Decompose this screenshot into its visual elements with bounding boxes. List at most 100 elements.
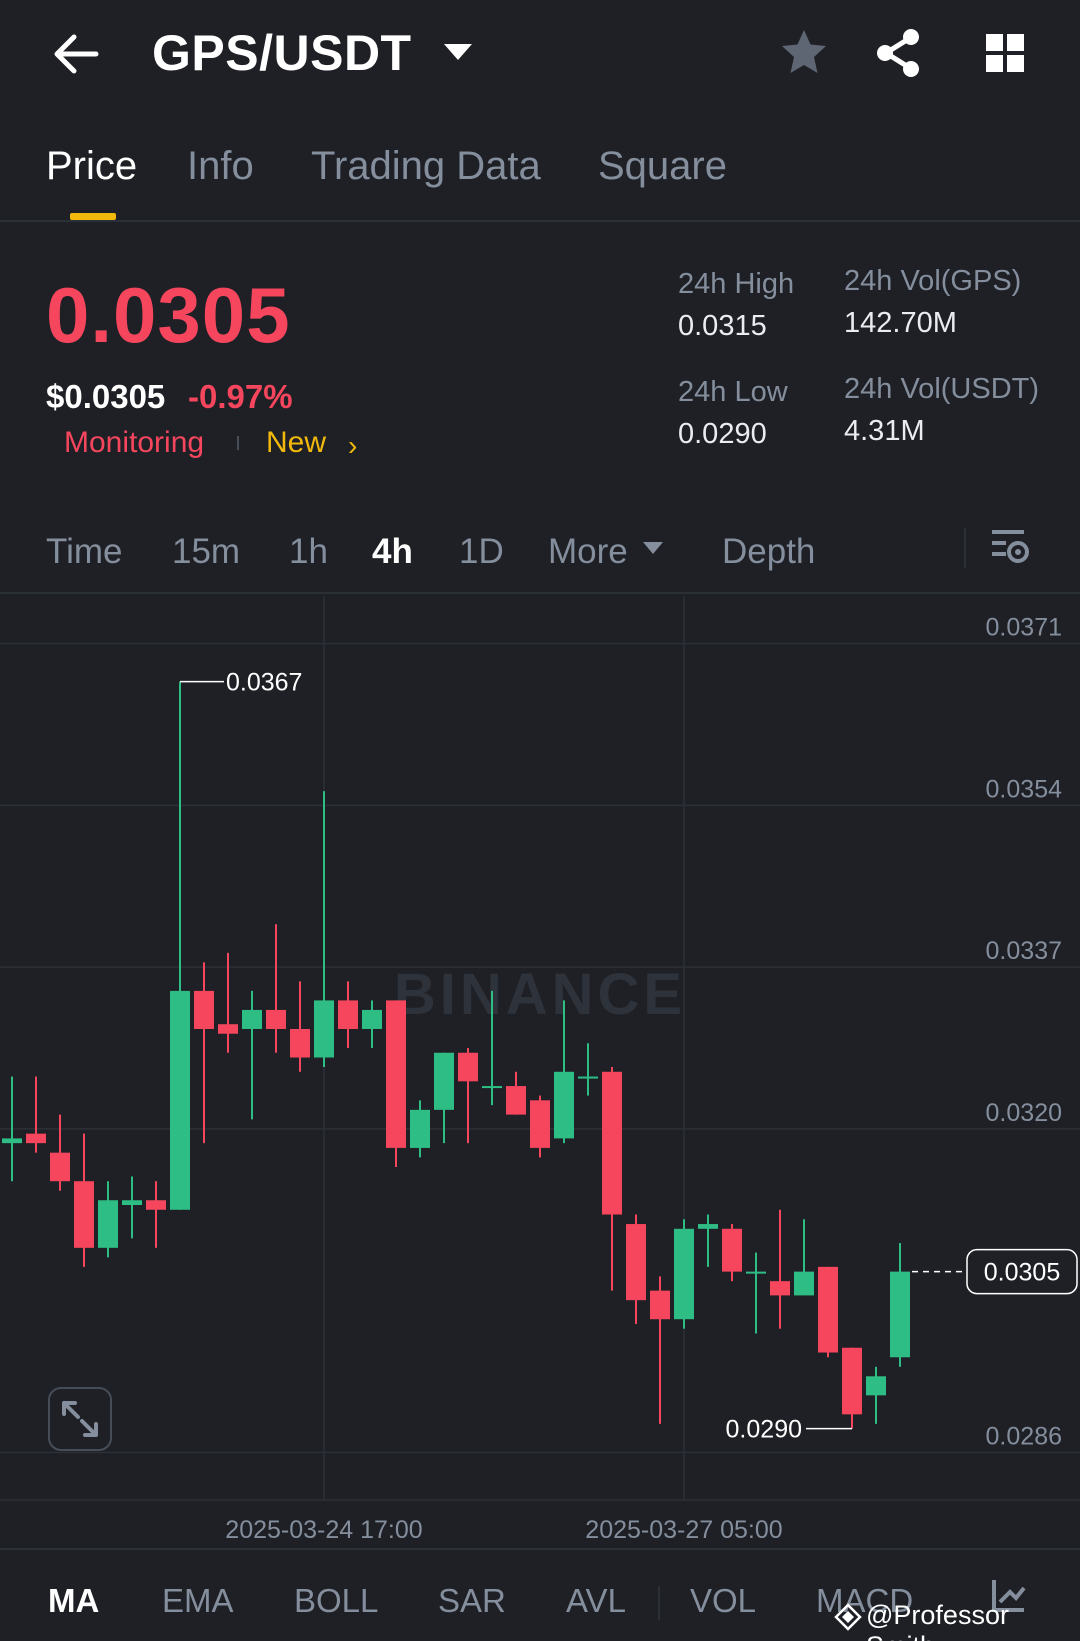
y-axis-label: 0.0286 <box>986 1422 1062 1450</box>
chart-settings-icon[interactable] <box>988 524 1032 568</box>
candle-body <box>770 1281 790 1296</box>
low-24h-label: 24h Low <box>678 376 788 408</box>
candle-body <box>2 1138 22 1144</box>
chart-watermark-text: BINANCE <box>394 962 686 1027</box>
interval-4h[interactable]: 4h <box>372 532 413 571</box>
high-24h-value: 0.0315 <box>678 310 767 342</box>
grid-menu-icon[interactable] <box>980 28 1030 78</box>
indicator-macd[interactable]: MACD <box>816 1582 914 1619</box>
candlestick-chart[interactable]: 0.0371 0.0354 0.0337 0.0320 0.0286 2025-03-24… <box>0 596 1080 1556</box>
candle-body <box>146 1200 166 1210</box>
pair-title[interactable]: GPS/USDT <box>152 25 412 81</box>
vol-quote-value: 4.31M <box>844 415 925 447</box>
y-axis-label: 0.0337 <box>986 937 1062 965</box>
x-axis-label: 2025-03-24 17:00 <box>225 1516 422 1544</box>
max-price-label: 0.0367 <box>226 669 302 697</box>
indicator-ema[interactable]: EMA <box>162 1582 234 1619</box>
candle-body <box>218 1024 238 1034</box>
candle-body <box>578 1076 598 1079</box>
candle-body <box>890 1271 910 1358</box>
candle-body <box>242 1009 262 1029</box>
current-price-label: 0.0305 <box>984 1259 1060 1287</box>
interval-depth[interactable]: Depth <box>722 532 816 571</box>
last-price: 0.0305 <box>46 271 291 359</box>
candle-body <box>434 1052 454 1110</box>
candle-body <box>458 1052 478 1082</box>
candle-body <box>866 1376 886 1396</box>
vol-base-value: 142.70M <box>844 307 957 339</box>
new-tag[interactable]: New <box>266 426 327 459</box>
candle-body <box>746 1271 766 1274</box>
indicator-divider <box>658 1586 660 1620</box>
candle-body <box>842 1347 862 1415</box>
min-price-label: 0.0290 <box>726 1416 802 1444</box>
candle-body <box>530 1100 550 1148</box>
high-24h-label: 24h High <box>678 268 795 300</box>
candle-body <box>626 1224 646 1301</box>
tab-square[interactable]: Square <box>598 144 727 188</box>
candle-body <box>602 1071 622 1215</box>
candle-body <box>650 1290 670 1320</box>
candle-body <box>338 1000 358 1029</box>
candle-body <box>170 990 190 1210</box>
chart-canvas[interactable]: 0.0371 0.0354 0.0337 0.0320 0.0286 2025-03-24… <box>0 596 1080 1556</box>
interval-time[interactable]: Time <box>46 532 123 571</box>
back-arrow-icon[interactable] <box>44 24 108 84</box>
indicator-avl[interactable]: AVL <box>566 1582 626 1619</box>
share-icon[interactable] <box>872 26 926 80</box>
x-axis-label: 2025-03-27 05:00 <box>585 1516 782 1544</box>
interval-more[interactable]: More <box>548 532 628 571</box>
candle-body <box>698 1224 718 1229</box>
candle-body <box>386 1000 406 1148</box>
candle-body <box>98 1200 118 1248</box>
indicator-bar: MA EMA BOLL SAR AVL VOL MACD <box>0 1548 1080 1641</box>
candle-body <box>506 1086 526 1115</box>
interval-1h[interactable]: 1h <box>289 532 328 571</box>
candle-body <box>194 990 214 1029</box>
y-axis-label: 0.0354 <box>986 775 1063 803</box>
candle-body <box>26 1133 46 1144</box>
vol-base-label: 24h Vol(GPS) <box>844 265 1022 297</box>
star-icon[interactable] <box>778 26 830 80</box>
tab-info[interactable]: Info <box>187 144 254 188</box>
indicator-vol[interactable]: VOL <box>690 1582 757 1619</box>
interval-1d[interactable]: 1D <box>459 532 504 571</box>
top-bar: GPS/USDT <box>0 0 1080 110</box>
interval-selector: Time 15m 1h 4h 1D More Depth <box>0 522 1080 594</box>
candle-body <box>482 1086 502 1089</box>
y-axis-label: 0.0320 <box>986 1099 1062 1127</box>
candle-body <box>266 1009 286 1029</box>
dropdown-caret-icon[interactable] <box>440 38 476 68</box>
low-24h-value: 0.0290 <box>678 418 767 450</box>
chevron-right-icon[interactable]: › <box>348 430 358 461</box>
candle-body <box>818 1266 838 1353</box>
tab-trading-data[interactable]: Trading Data <box>311 144 541 188</box>
expand-chart-button <box>48 1387 112 1451</box>
price-change-percent: -0.97% <box>188 378 293 415</box>
indicator-boll[interactable]: BOLL <box>294 1582 379 1619</box>
current-price-box <box>966 1248 1078 1295</box>
candle-body <box>314 1000 334 1058</box>
indicator-edit-icon[interactable] <box>988 1576 1028 1616</box>
candle-body <box>74 1181 94 1248</box>
tag-divider <box>237 436 239 450</box>
candle-body <box>362 1009 382 1029</box>
intervals-divider <box>964 528 966 568</box>
tab-price[interactable]: Price <box>46 144 138 188</box>
watermark-logo-icon <box>834 1603 862 1631</box>
candle-body <box>794 1271 814 1296</box>
y-axis-label: 0.0371 <box>986 614 1062 642</box>
indicator-ma[interactable]: MA <box>48 1582 100 1619</box>
indicator-sar[interactable]: SAR <box>438 1582 506 1619</box>
monitoring-tag[interactable]: Monitoring <box>64 426 205 459</box>
usd-price: $0.0305 <box>46 378 166 415</box>
candle-body <box>674 1228 694 1320</box>
active-tab-indicator <box>70 213 116 220</box>
more-caret-icon[interactable] <box>642 540 664 556</box>
interval-15m[interactable]: 15m <box>172 532 241 571</box>
expand-icon <box>62 1401 98 1437</box>
candle-body <box>554 1071 574 1139</box>
candle-body <box>50 1152 70 1182</box>
vol-quote-label: 24h Vol(USDT) <box>844 373 1040 405</box>
watermark-text: @Professor Smith <box>866 1600 1009 1641</box>
